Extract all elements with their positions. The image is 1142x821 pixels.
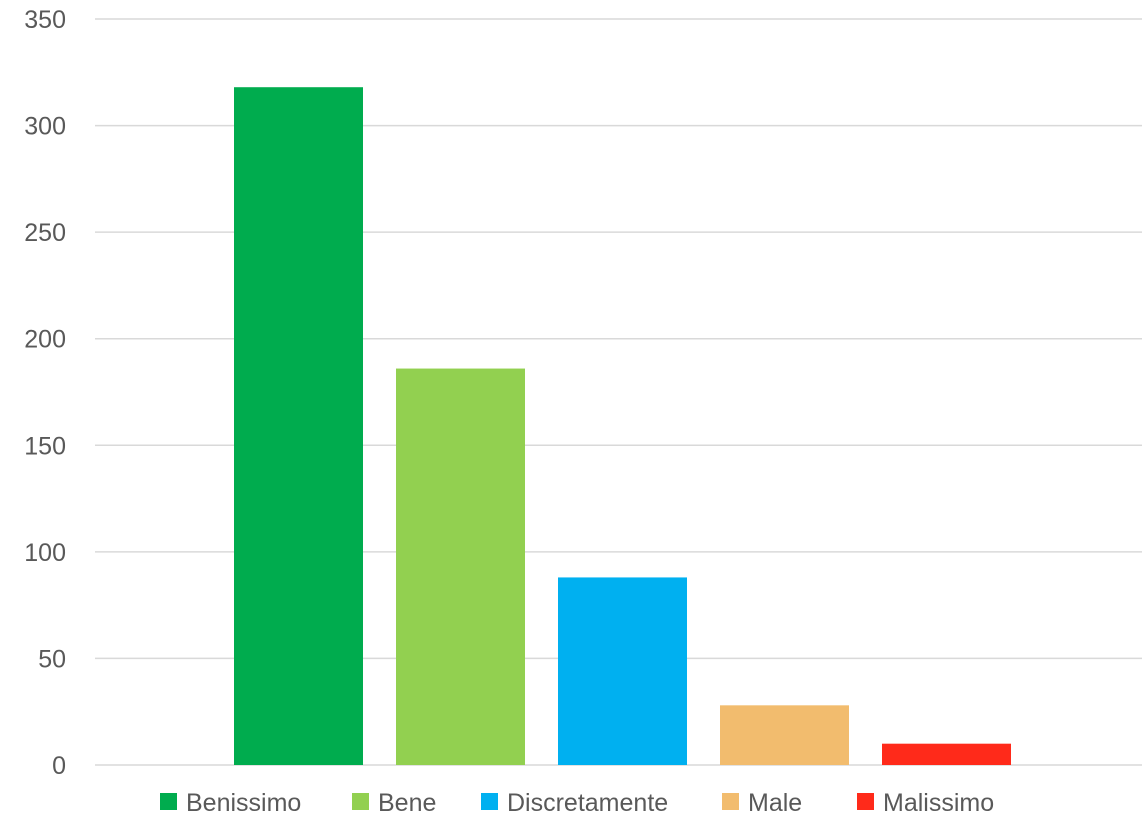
bar-discretamente bbox=[558, 577, 687, 765]
bar-bene bbox=[396, 368, 525, 765]
legend-swatch bbox=[722, 793, 739, 810]
legend-label: Malissimo bbox=[883, 789, 994, 816]
legend-label: Bene bbox=[378, 789, 436, 816]
bar-male bbox=[720, 705, 849, 765]
y-tick-label: 250 bbox=[24, 219, 66, 247]
legend-swatch bbox=[481, 793, 498, 810]
bar-benissimo bbox=[234, 87, 363, 766]
legend-swatch bbox=[352, 793, 369, 810]
legend-swatch bbox=[857, 793, 874, 810]
bars bbox=[234, 87, 1011, 766]
legend-swatch bbox=[160, 793, 177, 810]
legend-label: Male bbox=[748, 789, 802, 816]
y-tick-label: 200 bbox=[24, 326, 66, 354]
legend-label: Benissimo bbox=[186, 789, 301, 816]
legend-label: Discretamente bbox=[507, 789, 668, 816]
y-tick-label: 0 bbox=[52, 752, 66, 780]
y-tick-label: 350 bbox=[24, 6, 66, 34]
y-tick-label: 300 bbox=[24, 113, 66, 141]
legend: Benissimo Bene Discretamente Male Malissimo bbox=[160, 789, 994, 817]
y-axis-ticks: 0 50 100 150 200 250 300 350 bbox=[24, 6, 66, 780]
y-tick-label: 50 bbox=[38, 645, 66, 673]
y-tick-label: 100 bbox=[24, 539, 66, 567]
y-tick-label: 150 bbox=[24, 432, 66, 460]
bar-malissimo bbox=[882, 743, 1011, 765]
